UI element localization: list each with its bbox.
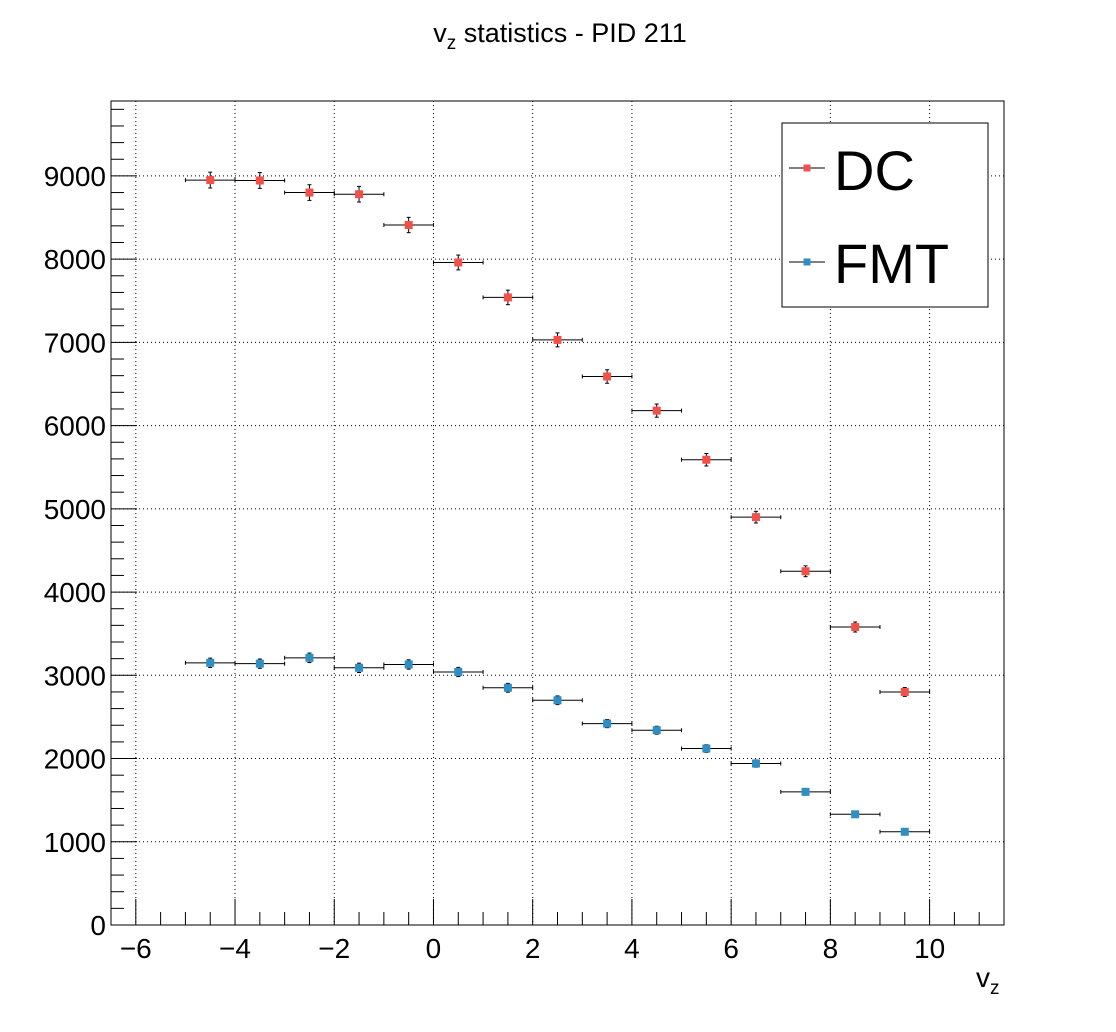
y-tick-label: 5000 [44,494,106,525]
x-tick-label: 4 [624,933,640,964]
x-tick-label: 6 [723,933,739,964]
fmt-data-point [454,667,463,676]
dc-data-point [454,258,463,267]
dc-data-point [900,687,909,696]
x-tick-label: 10 [914,933,945,964]
dc-data-point [652,406,661,415]
dc-data-point [553,335,562,344]
dc-data-point [603,372,612,381]
y-tick-label: 4000 [44,577,106,608]
legend-label-fmt: FMT [834,232,949,295]
y-tick-label: 0 [90,910,106,941]
fmt-data-point [702,744,711,753]
x-tick-label: −2 [318,933,350,964]
fmt-data-point [355,663,364,672]
dc-data-point [702,455,711,464]
fmt-data-point [404,660,413,669]
legend-box [781,122,989,308]
fmt-data-point [255,659,264,668]
fmt-data-point [801,787,810,796]
plot-frame [110,100,1005,926]
dc-data-point [851,623,860,632]
legend-marker-dc [803,164,811,172]
x-tick-label: 0 [426,933,442,964]
dc-data-point [751,513,760,522]
dc-data-point [404,221,413,230]
legend-label-dc: DC [834,139,915,202]
x-tick-label: 2 [525,933,541,964]
dc-data-point [305,188,314,197]
fmt-data-point [603,719,612,728]
dc-data-point [206,176,215,185]
dc-data-point [801,567,810,576]
legend-marker-fmt [803,258,811,266]
dc-data-point [503,293,512,302]
y-tick-label: 1000 [44,827,106,858]
fmt-data-point [900,827,909,836]
fmt-data-point [851,810,860,819]
x-tick-label: −6 [120,933,152,964]
x-tick-label: 8 [823,933,839,964]
fmt-data-point [305,653,314,662]
fmt-data-point [206,658,215,667]
fmt-data-point [652,726,661,735]
x-tick-label: −4 [219,933,251,964]
dc-data-point [355,190,364,199]
fmt-data-point [503,683,512,692]
y-tick-label: 6000 [44,411,106,442]
y-tick-label: 2000 [44,744,106,775]
fmt-data-point [751,759,760,768]
x-axis-label: vz [976,962,1000,999]
dc-data-point [255,176,264,185]
y-tick-label: 8000 [44,244,106,275]
fmt-data-point [553,696,562,705]
legend: DC FMT [781,122,989,308]
chart-title: vz statistics - PID 211 [433,18,687,54]
y-tick-label: 7000 [44,327,106,358]
y-tick-label: 9000 [44,161,106,192]
y-tick-label: 3000 [44,660,106,691]
